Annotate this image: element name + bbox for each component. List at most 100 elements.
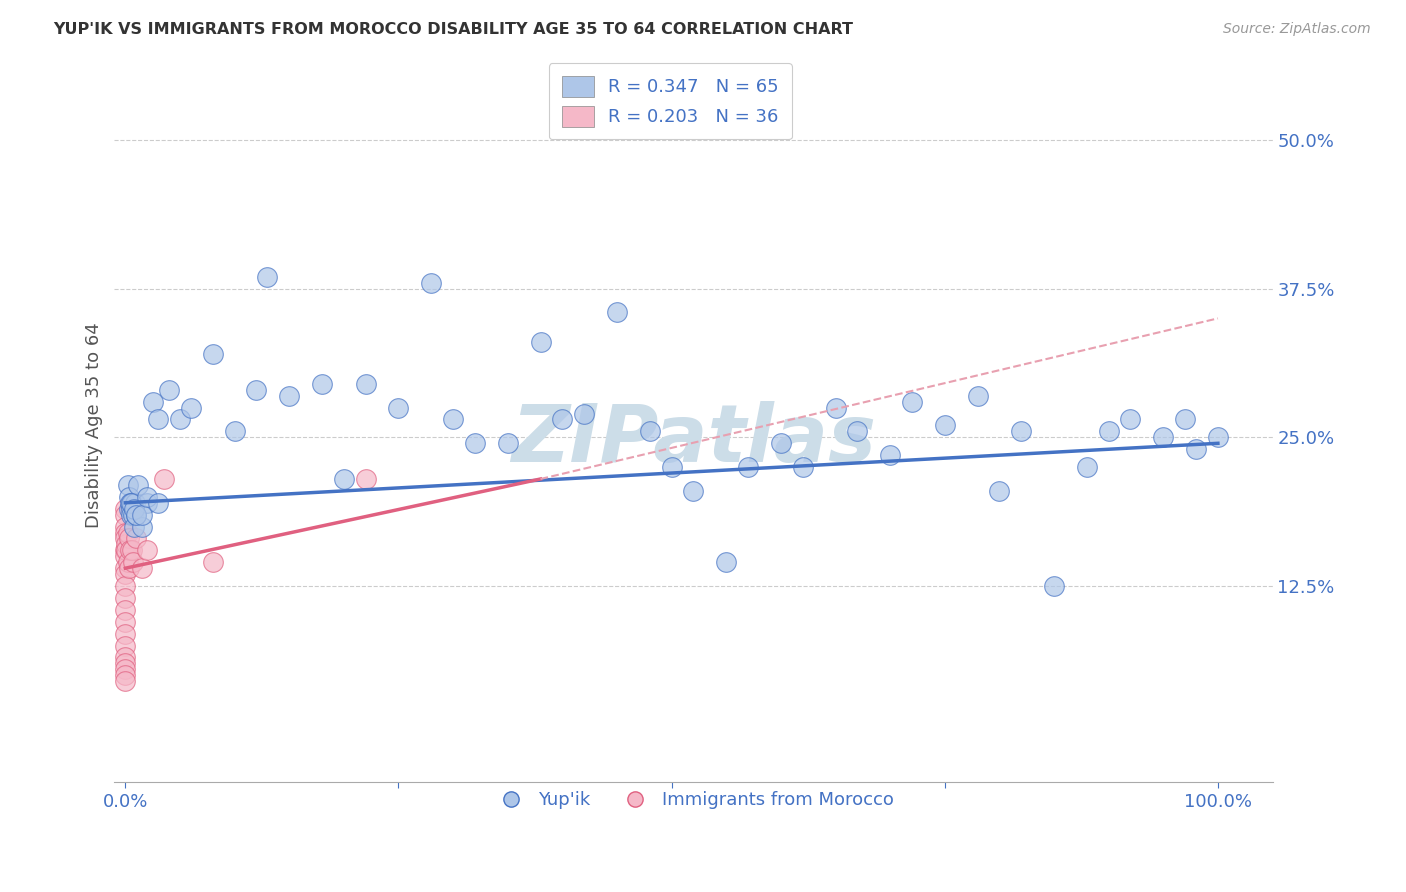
Point xyxy=(846,425,869,439)
Point xyxy=(224,425,246,439)
Point xyxy=(117,525,139,540)
Point xyxy=(606,305,628,319)
Point xyxy=(824,401,846,415)
Point xyxy=(661,460,683,475)
Point xyxy=(551,412,574,426)
Point xyxy=(117,490,139,504)
Point xyxy=(136,490,159,504)
Point xyxy=(1010,425,1032,439)
Point xyxy=(114,561,136,575)
Text: Source: ZipAtlas.com: Source: ZipAtlas.com xyxy=(1223,22,1371,37)
Point xyxy=(121,496,143,510)
Point xyxy=(792,460,814,475)
Legend: Yup'ik, Immigrants from Morocco: Yup'ik, Immigrants from Morocco xyxy=(485,784,901,816)
Point xyxy=(256,269,278,284)
Point xyxy=(125,508,148,522)
Point xyxy=(120,508,142,522)
Point xyxy=(115,537,138,551)
Point xyxy=(131,508,153,522)
Point xyxy=(934,418,956,433)
Point xyxy=(114,519,136,533)
Point xyxy=(420,276,443,290)
Point xyxy=(124,496,146,510)
Point xyxy=(333,472,356,486)
Point xyxy=(114,615,136,629)
Point xyxy=(638,425,661,439)
Point xyxy=(879,448,901,462)
Point xyxy=(157,383,180,397)
Text: YUP'IK VS IMMIGRANTS FROM MOROCCO DISABILITY AGE 35 TO 64 CORRELATION CHART: YUP'IK VS IMMIGRANTS FROM MOROCCO DISABI… xyxy=(53,22,853,37)
Point xyxy=(117,555,139,569)
Point xyxy=(114,591,136,605)
Point xyxy=(114,508,136,522)
Point xyxy=(121,543,143,558)
Point xyxy=(152,472,174,486)
Point xyxy=(278,389,301,403)
Point xyxy=(441,412,464,426)
Point xyxy=(125,508,148,522)
Point xyxy=(118,543,141,558)
Point xyxy=(142,394,165,409)
Point xyxy=(387,401,409,415)
Point xyxy=(114,501,136,516)
Point xyxy=(122,555,145,569)
Point xyxy=(574,407,596,421)
Point xyxy=(117,478,139,492)
Point xyxy=(1185,442,1208,457)
Point xyxy=(169,412,191,426)
Point xyxy=(1174,412,1197,426)
Point xyxy=(117,532,139,546)
Point xyxy=(988,483,1011,498)
Point xyxy=(115,543,138,558)
Point xyxy=(354,472,377,486)
Point xyxy=(117,561,139,575)
Point xyxy=(114,650,136,665)
Point xyxy=(114,639,136,653)
Point xyxy=(114,532,136,546)
Point xyxy=(120,496,142,510)
Point xyxy=(122,501,145,516)
Point xyxy=(125,532,148,546)
Point xyxy=(245,383,267,397)
Point xyxy=(146,412,169,426)
Point xyxy=(114,525,136,540)
Point xyxy=(1043,579,1066,593)
Point xyxy=(131,561,153,575)
Point xyxy=(122,508,145,522)
Point xyxy=(737,460,759,475)
Point xyxy=(136,543,159,558)
Text: ZIPatlas: ZIPatlas xyxy=(510,401,876,479)
Point xyxy=(201,347,224,361)
Point xyxy=(114,626,136,640)
Point xyxy=(114,668,136,682)
Point xyxy=(180,401,202,415)
Point xyxy=(120,501,142,516)
Point xyxy=(966,389,988,403)
Point xyxy=(1206,430,1229,444)
Point xyxy=(311,376,333,391)
Point xyxy=(354,376,377,391)
Point xyxy=(464,436,486,450)
Point xyxy=(114,657,136,671)
Point xyxy=(122,519,145,533)
Point xyxy=(118,496,141,510)
Point xyxy=(114,603,136,617)
Point xyxy=(1076,460,1098,475)
Point xyxy=(117,501,139,516)
Point xyxy=(114,674,136,689)
Point xyxy=(1119,412,1142,426)
Point xyxy=(716,555,738,569)
Point xyxy=(136,496,159,510)
Point xyxy=(114,549,136,564)
Point xyxy=(114,662,136,676)
Point xyxy=(114,543,136,558)
Point xyxy=(496,436,519,450)
Point xyxy=(146,496,169,510)
Point xyxy=(201,555,224,569)
Point xyxy=(127,478,149,492)
Point xyxy=(114,567,136,582)
Point xyxy=(120,501,142,516)
Point xyxy=(1098,425,1121,439)
Point xyxy=(114,579,136,593)
Point xyxy=(682,483,704,498)
